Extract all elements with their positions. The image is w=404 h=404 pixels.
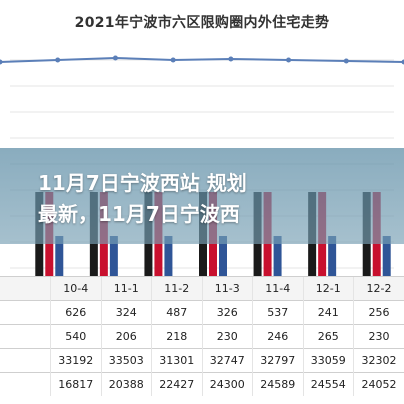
bar-blue (382, 236, 391, 276)
category-label: 11-2 (151, 276, 202, 301)
table-cell: 33192 (50, 348, 101, 373)
category-label: 11-1 (100, 276, 152, 301)
bar-blue (219, 236, 227, 276)
line-point (55, 57, 61, 63)
row-label-cell (0, 324, 51, 349)
table-cell: 24589 (252, 372, 303, 396)
bar-blue (164, 236, 173, 276)
table-cell: 537 (252, 300, 303, 325)
table-cell: 32797 (252, 348, 303, 373)
table-cell: 487 (151, 300, 202, 325)
table-cell: 32747 (201, 348, 253, 373)
bar-blue (273, 236, 282, 276)
table-cell: 24052 (353, 372, 404, 396)
table-cell: 206 (100, 324, 152, 349)
table-row: 540 206 218 230 246 265 230 (0, 324, 404, 349)
line-point (343, 58, 349, 64)
table-row: 33192 33503 31301 32747 32797 33059 32302 (0, 348, 404, 373)
category-label: 12-1 (302, 276, 354, 301)
table-cell: 256 (353, 300, 404, 325)
table-cell: 324 (100, 300, 152, 325)
table-header-row: 10-4 11-1 11-2 11-3 11-4 12-1 12-2 (0, 276, 404, 301)
line-point (170, 57, 176, 63)
table-cell: 246 (252, 324, 303, 349)
table-cell: 265 (302, 324, 354, 349)
table-cell: 31301 (151, 348, 202, 373)
title-overlay-banner: 11月7日宁波西站 规划 最新，11月7日宁波西 (0, 148, 404, 244)
line-point (228, 56, 234, 62)
table-cell: 33503 (100, 348, 152, 373)
table-cell: 24300 (201, 372, 253, 396)
line-series (0, 55, 404, 65)
table-cell: 32302 (353, 348, 404, 373)
line-point (286, 57, 292, 63)
bar-blue (55, 236, 64, 276)
table-cell: 540 (50, 324, 101, 349)
table-cell: 326 (201, 300, 253, 325)
line-point (401, 59, 404, 65)
table-cell: 16817 (50, 372, 101, 396)
table-cell: 20388 (100, 372, 152, 396)
table-cell: 33059 (302, 348, 354, 373)
bar-blue (328, 236, 337, 276)
table-row: 626 324 487 326 537 241 256 (0, 300, 404, 325)
row-label-cell (0, 300, 51, 325)
table-corner-cell (0, 276, 51, 301)
table-cell: 22427 (151, 372, 202, 396)
table-cell: 241 (302, 300, 354, 325)
category-label: 10-4 (50, 276, 101, 301)
category-label: 12-2 (353, 276, 404, 301)
table-cell: 230 (353, 324, 404, 349)
data-table: 10-4 11-1 11-2 11-3 11-4 12-1 12-2 626 324 487 326… (0, 276, 404, 396)
overlay-headline: 11月7日宁波西站 规划 最新，11月7日宁波西 (38, 171, 247, 226)
table-cell: 626 (50, 300, 101, 325)
row-label-cell (0, 348, 51, 373)
line-point (0, 59, 3, 65)
table-row: 16817 20388 22427 24300 24589 24554 24052 (0, 372, 404, 396)
chart-title: 2021年宁波市六区限购圈内外住宅走势 (74, 15, 330, 31)
table-cell: 24554 (302, 372, 354, 396)
row-label-cell (0, 372, 51, 396)
category-label: 11-3 (201, 276, 253, 301)
category-label: 11-4 (252, 276, 303, 301)
table-cell: 218 (151, 324, 202, 349)
series-line (0, 56, 404, 63)
bar-blue (109, 236, 118, 276)
table-cell: 230 (201, 324, 253, 349)
line-point (112, 55, 118, 61)
